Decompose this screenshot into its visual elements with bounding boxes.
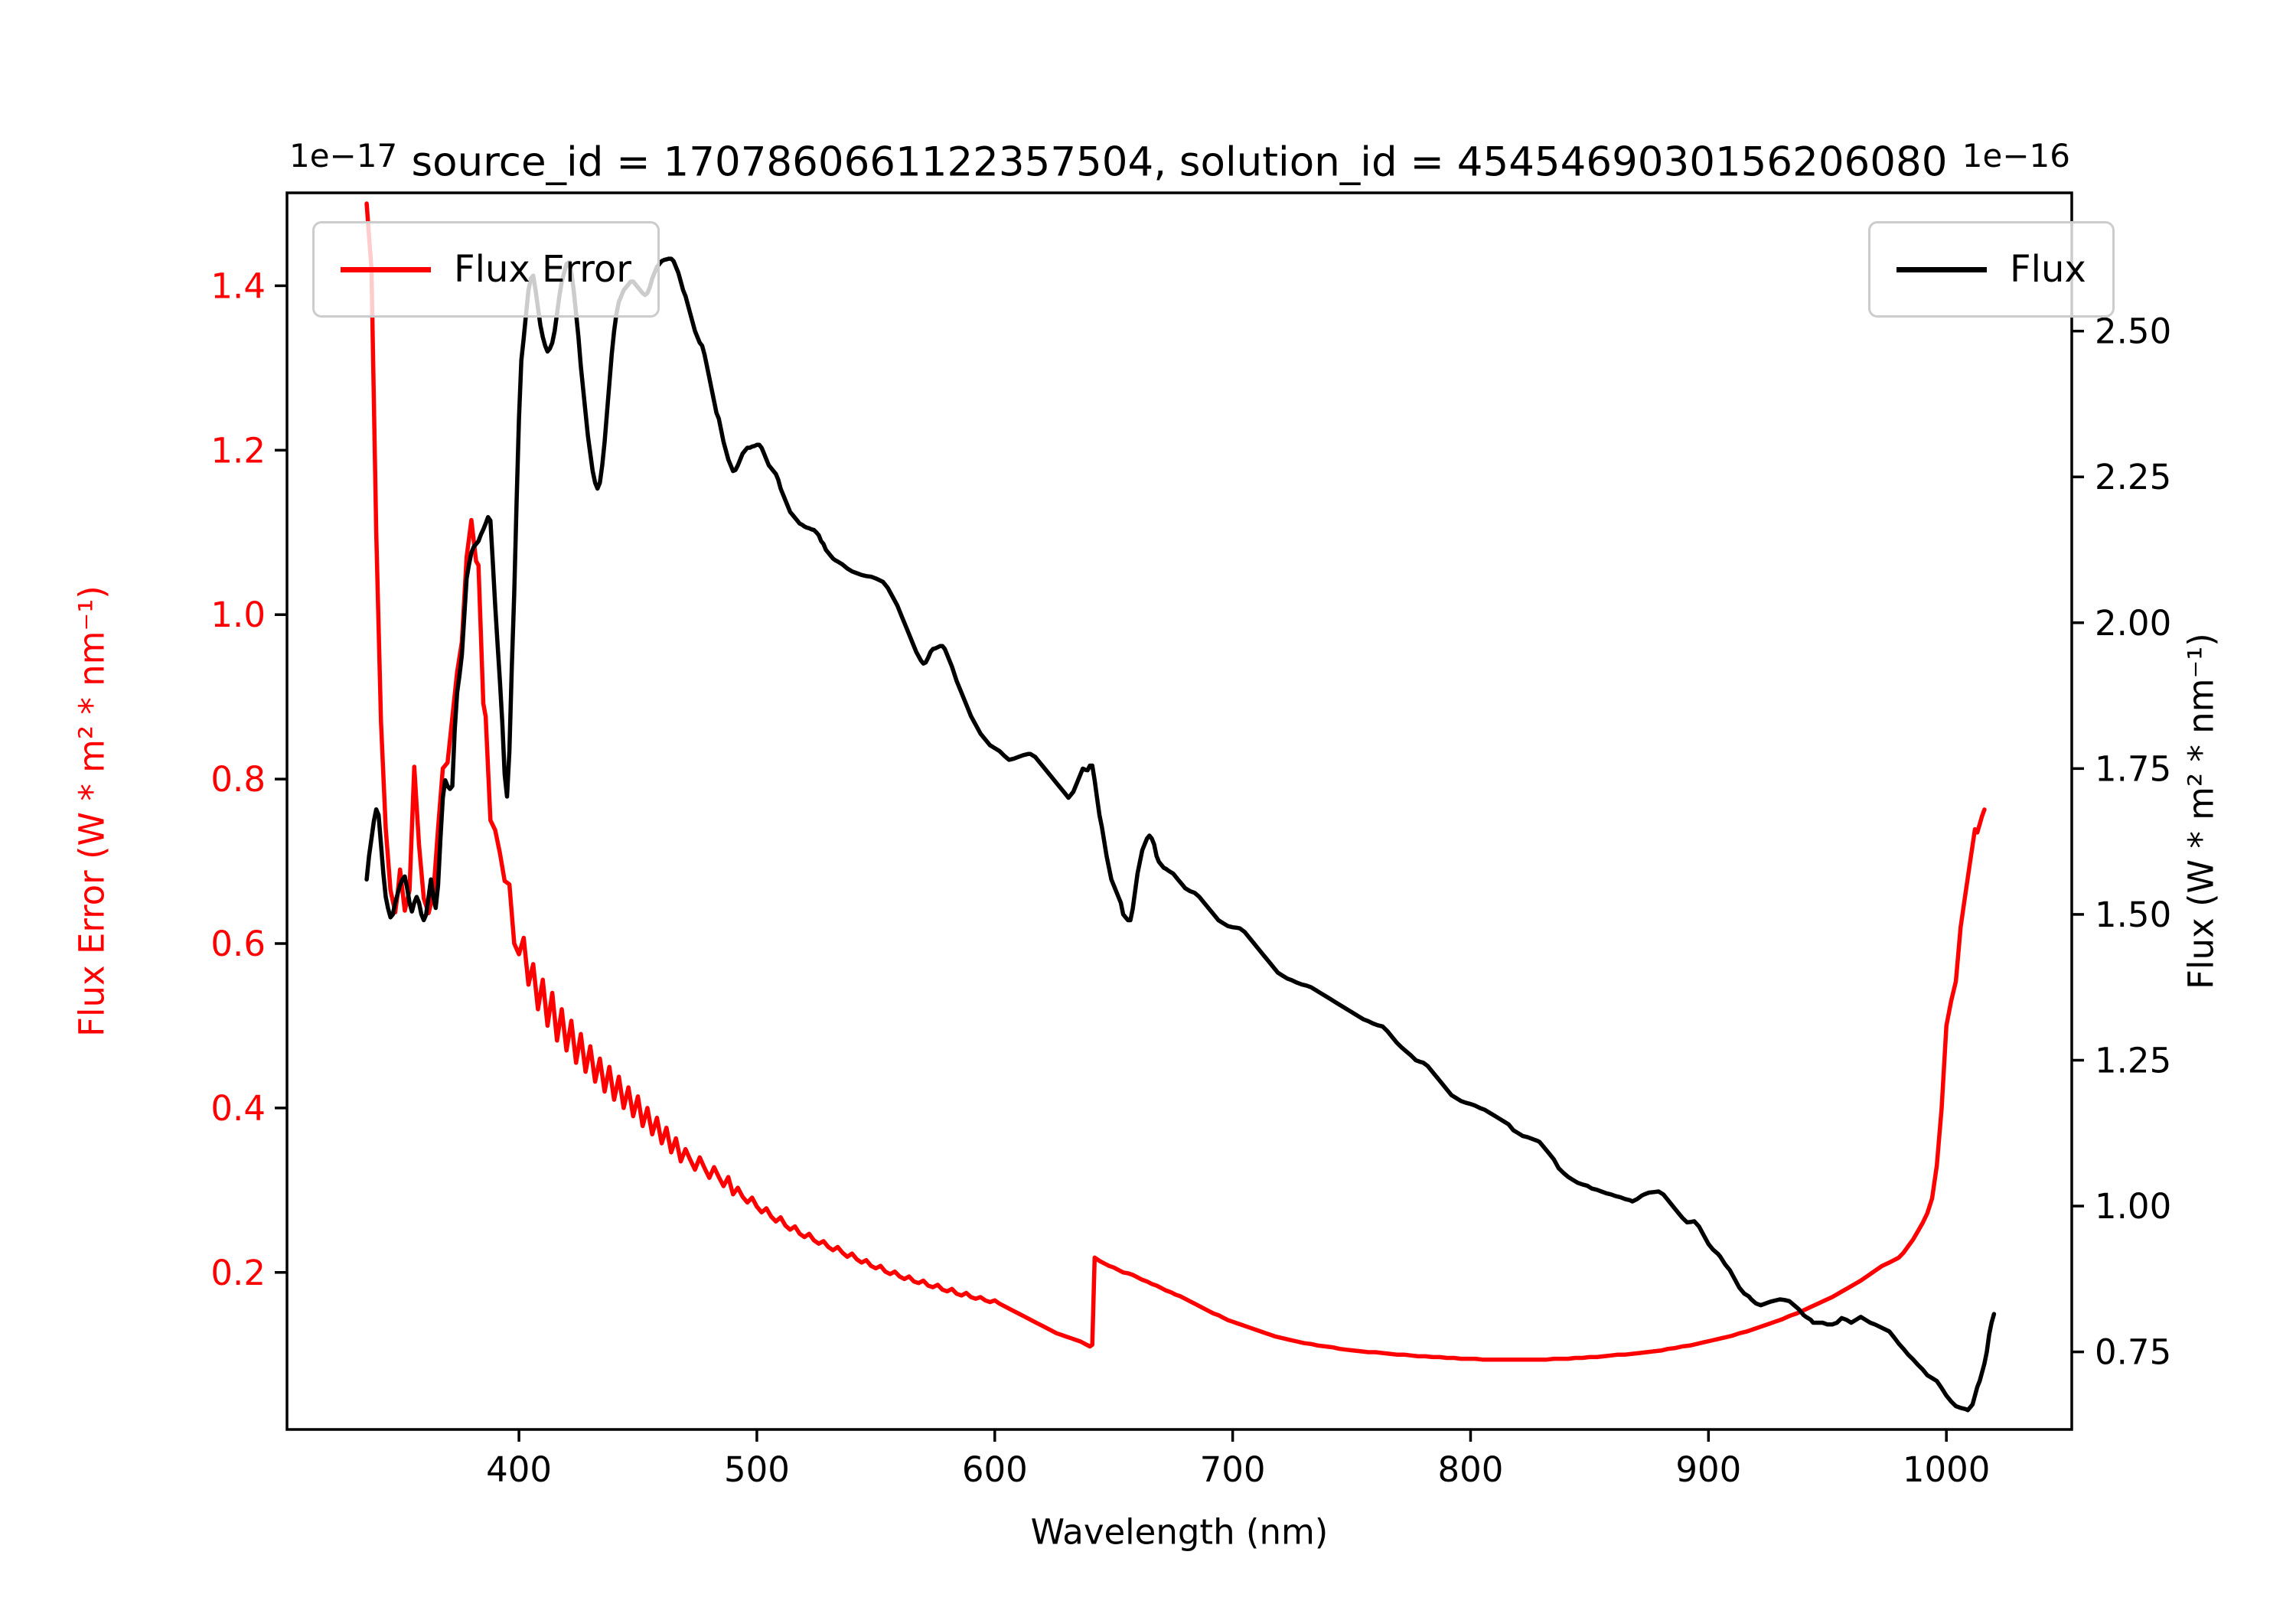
legend-flux-label: Flux — [2010, 248, 2086, 291]
x-tick-label: 400 — [486, 1449, 552, 1490]
legend-flux-error-label: Flux Error — [454, 248, 632, 291]
legend-flux-line-sample — [1896, 266, 1987, 272]
x-axis-label: Wavelength (nm) — [1030, 1511, 1329, 1553]
right-y-tick-label: 1.00 — [2095, 1186, 2171, 1227]
flux-error-line — [364, 201, 1987, 1362]
left-y-tick-label: 1.4 — [210, 266, 266, 306]
right-y-tick-label: 1.75 — [2095, 748, 2171, 789]
left-y-tick-label: 0.8 — [210, 759, 266, 800]
right-y-axis-label: Flux (W * m² * nm⁻¹) — [2180, 633, 2222, 989]
flux-line — [364, 256, 1997, 1413]
right-y-tick-label: 2.50 — [2095, 311, 2171, 352]
right-y-tick-label: 1.50 — [2095, 895, 2171, 935]
right-y-tick-label: 1.25 — [2095, 1040, 2171, 1081]
right-y-tick-label: 0.75 — [2095, 1332, 2171, 1373]
left-axis-offset-text: 1e−17 — [289, 137, 398, 174]
right-y-tick-label: 2.25 — [2095, 457, 2171, 497]
x-tick-label: 800 — [1438, 1449, 1504, 1490]
chart-title: source_id = 1707860661122357504, solutio… — [411, 139, 1948, 186]
legend-flux-error-line-sample — [341, 266, 431, 272]
x-tick-label: 700 — [1200, 1449, 1266, 1490]
right-axis-offset-text: 1e−16 — [1962, 137, 2070, 174]
legend-flux: Flux — [1868, 221, 2115, 318]
left-y-tick-label: 0.6 — [210, 924, 266, 964]
left-y-tick-label: 1.0 — [210, 595, 266, 635]
x-tick-label: 600 — [962, 1449, 1028, 1490]
left-y-tick-label: 0.2 — [210, 1253, 266, 1293]
legend-flux-error: Flux Error — [312, 221, 660, 318]
left-y-tick-label: 0.4 — [210, 1088, 266, 1129]
left-y-axis-label: Flux Error (W * m² * nm⁻¹) — [71, 585, 113, 1037]
right-y-tick-label: 2.00 — [2095, 603, 2171, 644]
x-tick-label: 1000 — [1903, 1449, 1991, 1490]
x-tick-label: 500 — [724, 1449, 790, 1490]
x-tick-label: 900 — [1675, 1449, 1741, 1490]
left-y-tick-label: 1.2 — [210, 430, 266, 471]
plot-border — [285, 191, 2073, 1431]
